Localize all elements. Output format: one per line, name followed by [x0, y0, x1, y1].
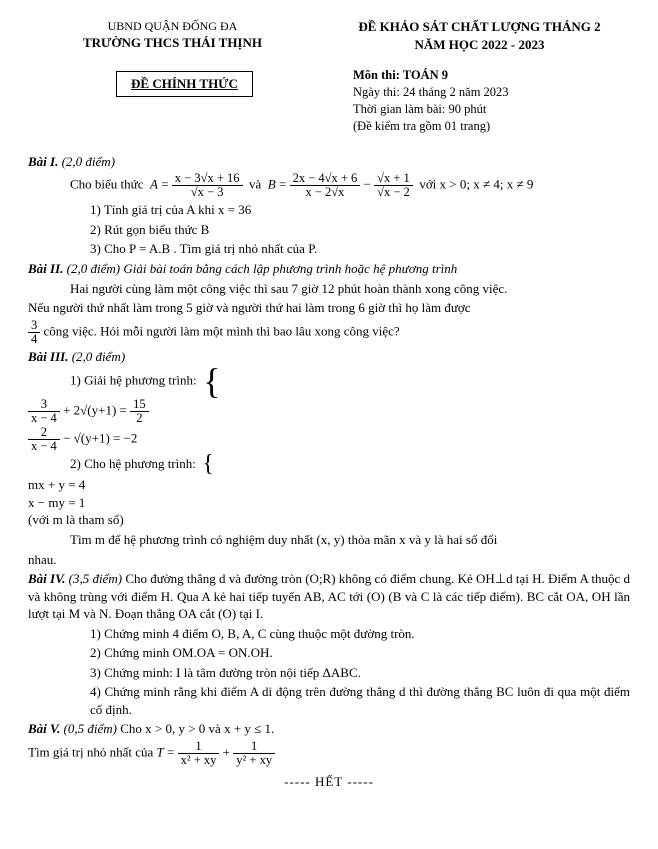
bai4-q1: 1) Chứng minh 4 điểm O, B, A, C cùng thu…	[28, 625, 630, 643]
bai4-q4: 4) Chứng minh rằng khi điểm A di động tr…	[28, 683, 630, 718]
district: UBND QUẬN ĐỐNG ĐA	[28, 18, 317, 34]
end-marker: ----- HẾT -----	[28, 773, 630, 791]
bai2-l1: Hai người cùng làm một công việc thì sau…	[28, 280, 630, 298]
bai3-heading: Bài III. (2,0 điểm)	[28, 348, 630, 366]
duration: Thời gian làm bài: 90 phút	[353, 101, 630, 118]
bai4-q2: 2) Chứng minh OM.OA = ON.OH.	[28, 644, 630, 662]
bai1-heading: Bài I. (2,0 điểm)	[28, 153, 630, 171]
bai1-q1: 1) Tính giá trị của A khi x = 36	[28, 201, 630, 219]
bai5-heading: Bài V. (0,5 điểm) Cho x > 0, y > 0 và x …	[28, 720, 630, 738]
bai4-q3: 3) Chứng minh: I là tâm đường tròn nội t…	[28, 664, 630, 682]
subject: Môn thi: TOÁN 9	[353, 67, 630, 84]
bai5-q: Tìm giá trị nhỏ nhất của T = 1x² + xy + …	[28, 740, 630, 767]
official-stamp: ĐỀ CHÍNH THỨC	[116, 71, 253, 97]
exam-date: Ngày thi: 24 tháng 2 năm 2023	[353, 84, 630, 101]
pages: (Đề kiểm tra gồm 01 trang)	[353, 118, 630, 135]
brace-icon: {	[203, 367, 220, 396]
exam-year: NĂM HỌC 2022 - 2023	[329, 36, 630, 54]
bai2-l3: 34 công việc. Hỏi mỗi người làm một mình…	[28, 319, 630, 346]
school: TRƯỜNG THCS THÁI THỊNH	[28, 34, 317, 52]
bai3-q1: 1) Giải hệ phương trình: {	[28, 367, 630, 396]
bai3-l4: nhau.	[28, 551, 630, 569]
bai2-l2: Nếu người thứ nhất làm trong 5 giờ và ng…	[28, 299, 630, 317]
bai1-expr: Cho biểu thức A = x − 3√x + 16√x − 3 và …	[28, 172, 630, 199]
bai3-q2: 2) Cho hệ phương trình: {	[28, 455, 630, 475]
bai4-heading: Bài IV. (3,5 điểm) Cho đường thẳng d và …	[28, 570, 630, 623]
exam-title: ĐỀ KHẢO SÁT CHẤT LƯỢNG THÁNG 2	[329, 18, 630, 36]
bai2-heading: Bài II. (2,0 điểm) Giải bài toán bằng cá…	[28, 260, 630, 278]
brace-icon: {	[202, 455, 214, 474]
exam-meta: Môn thi: TOÁN 9 Ngày thi: 24 tháng 2 năm…	[329, 67, 630, 135]
bai3-l3: Tìm m để hệ phương trình có nghiệm duy n…	[28, 531, 630, 549]
header-left: UBND QUẬN ĐỐNG ĐA TRƯỜNG THCS THÁI THỊNH	[28, 18, 317, 53]
bai1-q2: 2) Rút gọn biểu thức B	[28, 221, 630, 239]
bai1-q3: 3) Cho P = A.B . Tìm giá trị nhỏ nhất củ…	[28, 240, 630, 258]
header-right: ĐỀ KHẢO SÁT CHẤT LƯỢNG THÁNG 2 NĂM HỌC 2…	[329, 18, 630, 53]
